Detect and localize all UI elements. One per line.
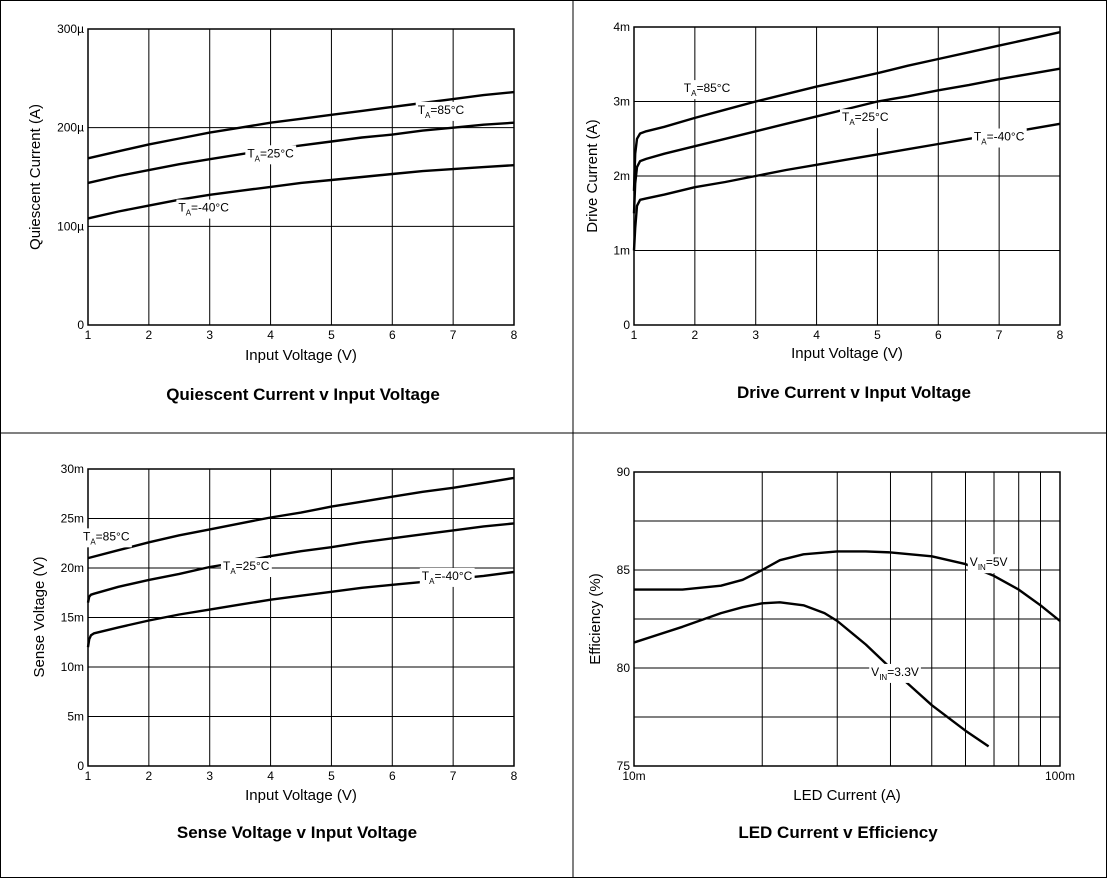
x-tick-label: 5	[874, 328, 881, 342]
x-tick-label: 3	[206, 769, 213, 783]
series-line-ta-25-c	[632, 67, 1061, 214]
series-label-ta-40-c: TA=-40°C	[422, 569, 473, 586]
x-axis-label: LED Current (A)	[793, 787, 901, 804]
chart-drive-current: 1 2 3 4 5 6 7 8 0 1m 2m 3m 4m TA=85°C TA=25°C TA=-40°C I…	[584, 20, 1064, 402]
x-tick-label: 7	[450, 769, 457, 783]
series-line-ta-25-c	[87, 121, 515, 185]
y-tick-label: 5m	[67, 710, 84, 724]
y-tick-label: 0	[77, 318, 84, 332]
y-tick-label: 1m	[613, 244, 630, 258]
series-label-background	[245, 145, 297, 165]
series-label-background	[80, 528, 132, 548]
series-label-vin-5v: VIN=5V	[970, 555, 1008, 572]
y-tick-label: 25m	[61, 512, 84, 526]
x-axis-label: Input Voltage (V)	[245, 347, 357, 364]
x-tick-label: 7	[450, 328, 457, 342]
series-line-ta-40-c	[632, 122, 1061, 251]
series-line-vin-3-3v	[633, 601, 990, 748]
x-tick-label: 6	[935, 328, 942, 342]
y-tick-label: 200µ	[57, 121, 84, 135]
series-line-ta-40-c	[87, 164, 515, 220]
x-tick-label: 2	[692, 328, 699, 342]
y-axis-label: Sense Voltage (V)	[31, 557, 48, 678]
x-tick-label: 8	[1057, 328, 1064, 342]
x-tick-label: 1	[85, 328, 92, 342]
series-label-background	[681, 80, 733, 100]
x-tick-label: 6	[389, 769, 396, 783]
chart-sense-voltage: 1 2 3 4 5 6 7 8 0 5m 10m 15m 20m 25m 30m TA=85°C TA=25°C…	[31, 462, 518, 842]
plot-area-frame	[87, 28, 515, 326]
y-tick-label: 90	[617, 465, 631, 479]
x-tick-label: 6	[389, 328, 396, 342]
series-label-ta-25-c: TA=25°C	[223, 559, 270, 576]
x-tick-label: 10m	[622, 769, 645, 783]
x-tick-label: 5	[328, 769, 335, 783]
chart-title: Drive Current v Input Voltage	[737, 383, 971, 402]
series-label-background	[220, 558, 272, 578]
series-label-ta-25-c: TA=25°C	[247, 146, 294, 163]
x-tick-label: 100m	[1045, 769, 1075, 783]
series-label-ta-85-c: TA=85°C	[418, 103, 465, 120]
chart-title: Sense Voltage v Input Voltage	[177, 823, 417, 842]
series-line-ta-85-c	[632, 31, 1061, 191]
y-tick-label: 0	[77, 759, 84, 773]
x-tick-label: 4	[267, 328, 274, 342]
y-tick-label: 0	[623, 318, 630, 332]
series-label-ta-40-c: TA=-40°C	[178, 201, 229, 218]
y-tick-label: 10m	[61, 660, 84, 674]
plot-area-frame	[87, 468, 515, 767]
plot-area-frame	[633, 471, 1061, 767]
series-line-vin-5v	[634, 550, 1061, 622]
x-tick-label: 7	[996, 328, 1003, 342]
series-label-background	[967, 554, 1010, 574]
y-axis-label: Efficiency (%)	[587, 573, 604, 664]
y-tick-label: 85	[617, 563, 631, 577]
y-tick-label: 2m	[613, 169, 630, 183]
x-tick-label: 4	[813, 328, 820, 342]
y-tick-label: 100µ	[57, 219, 84, 233]
y-axis-label: Quiescent Current (A)	[27, 104, 44, 250]
x-tick-label: 3	[206, 328, 213, 342]
series-label-ta-85-c: TA=85°C	[684, 81, 731, 98]
x-axis-label: Input Voltage (V)	[791, 345, 903, 362]
x-tick-label: 2	[146, 769, 153, 783]
series-line-ta-85-c	[87, 476, 515, 560]
x-tick-label: 8	[511, 328, 518, 342]
y-tick-label: 30m	[61, 462, 84, 476]
series-label-vin-3-3v: VIN=3.3V	[871, 665, 919, 682]
y-tick-label: 300µ	[57, 22, 84, 36]
chart-quiescent-current: 1 2 3 4 5 6 7 8 0 100µ 200µ 300µ TA=85°C TA=25°C TA=-4…	[27, 22, 518, 404]
x-tick-label: 8	[511, 769, 518, 783]
y-tick-label: 20m	[61, 561, 84, 575]
series-label-ta-25-c: TA=25°C	[842, 110, 889, 127]
x-tick-label: 2	[146, 328, 153, 342]
x-tick-label: 4	[267, 769, 274, 783]
x-tick-label: 5	[328, 328, 335, 342]
x-tick-label: 1	[85, 769, 92, 783]
x-axis-label: Input Voltage (V)	[245, 787, 357, 804]
x-tick-label: 1	[631, 328, 638, 342]
y-tick-label: 15m	[61, 611, 84, 625]
y-tick-label: 80	[617, 661, 631, 675]
series-label-background	[176, 199, 232, 219]
series-label-background	[839, 109, 891, 129]
series-line-ta-85-c	[87, 90, 515, 160]
y-axis-label: Drive Current (A)	[584, 119, 601, 232]
series-line-ta-25-c	[86, 522, 515, 603]
series-label-background	[971, 128, 1027, 148]
y-tick-label: 3m	[613, 95, 630, 109]
y-tick-label: 4m	[613, 20, 630, 34]
series-label-background	[869, 663, 921, 683]
series-label-background	[415, 101, 467, 121]
series-label-ta-85-c: TA=85°C	[83, 529, 130, 546]
chart-title: Quiescent Current v Input Voltage	[166, 385, 440, 404]
series-label-ta-40-c: TA=-40°C	[974, 130, 1025, 147]
series-label-background	[419, 567, 475, 587]
y-tick-label: 75	[617, 759, 631, 773]
chart-led-efficiency: 10m 100m 75 80 85 90 VIN=5V VIN=3.3V LED Current…	[587, 465, 1075, 842]
x-tick-label: 3	[752, 328, 759, 342]
chart-title: LED Current v Efficiency	[738, 823, 938, 842]
